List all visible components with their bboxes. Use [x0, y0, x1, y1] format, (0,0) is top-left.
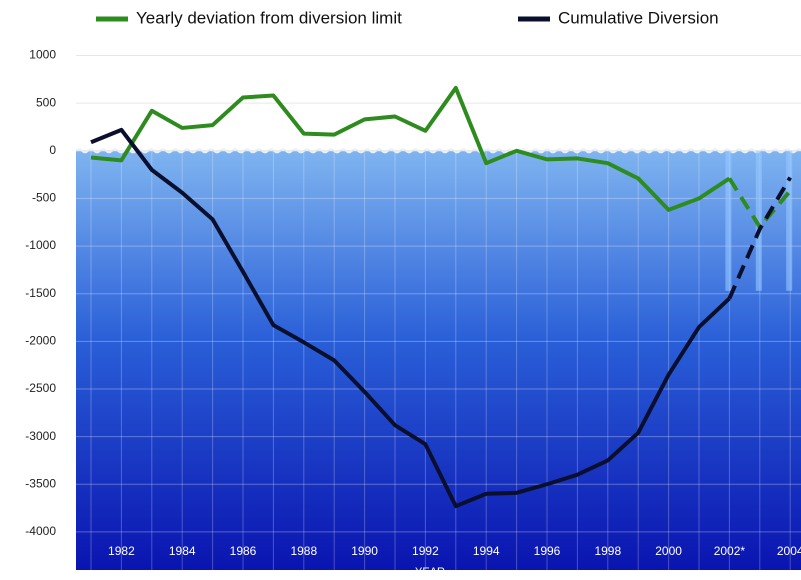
legend-label: Yearly deviation from diversion limit [136, 8, 402, 27]
series-line [90, 85, 731, 212]
projection-bar [755, 150, 762, 291]
x-tick-label: 1986 [230, 544, 257, 558]
y-tick-label: -2000 [25, 334, 56, 348]
x-axis-label: YEAR [415, 566, 445, 578]
y-tick-label: -3500 [25, 476, 56, 490]
x-tick-label: 1994 [473, 544, 500, 558]
x-tick-label: 2000 [655, 544, 682, 558]
x-tick-label: 1992 [412, 544, 439, 558]
y-tick-label: -1500 [25, 286, 56, 300]
y-tick-label: 500 [36, 95, 56, 109]
legend: Yearly deviation from diversion limit Cum… [96, 8, 719, 27]
projection-bar [786, 150, 793, 291]
y-tick-label: -4000 [25, 524, 56, 538]
x-tick-label: 2002* [714, 544, 746, 558]
y-tick-label: -1000 [25, 238, 56, 252]
y-tick-label: -500 [32, 191, 56, 205]
x-tick-label: 1996 [534, 544, 561, 558]
water-area [76, 150, 801, 571]
y-tick-label: 1000 [29, 48, 56, 62]
y-tick-label: -3000 [25, 429, 56, 443]
x-tick-label: 1990 [351, 544, 378, 558]
series-line [90, 127, 731, 509]
x-tick-label: 1998 [594, 544, 621, 558]
x-tick-label: 1988 [290, 544, 317, 558]
series-line [727, 176, 792, 300]
projection-bar [725, 150, 732, 291]
x-tick-label: 2004 [777, 544, 801, 558]
x-tick-label: 1984 [169, 544, 196, 558]
legend-label: Cumulative Diversion [558, 8, 719, 27]
y-tick-label: -2500 [25, 381, 56, 395]
y-tick-label: 0 [49, 143, 56, 157]
x-tick-label: 1982 [108, 544, 135, 558]
